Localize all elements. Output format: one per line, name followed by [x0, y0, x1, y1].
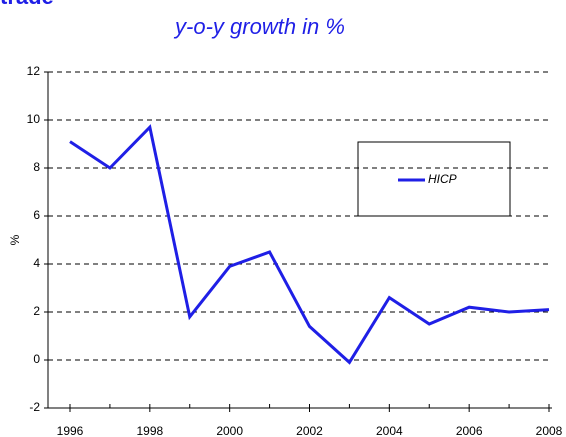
series-line	[69, 124, 550, 365]
x-tick-label: 1998	[136, 424, 163, 437]
y-tick-label: 12	[27, 64, 41, 78]
header-fragment: trade	[0, 0, 54, 9]
legend-box	[357, 141, 511, 217]
y-tick-label: 0	[33, 352, 40, 366]
y-axis-label: %	[8, 234, 22, 245]
legend-label: HICP	[428, 172, 457, 186]
x-tick-label: 2000	[216, 424, 243, 437]
y-tick-label: -2	[29, 400, 40, 414]
chart-title: y-o-y growth in %	[173, 14, 345, 39]
x-tick-label: 2006	[456, 424, 483, 437]
y-tick-label: 2	[33, 304, 40, 318]
x-tick-label: 2004	[376, 424, 403, 437]
y-tick-label: 4	[33, 256, 40, 270]
y-tick-label: 10	[27, 112, 41, 126]
y-tick-label: 8	[33, 160, 40, 174]
x-tick-label: 2008	[536, 424, 563, 437]
x-tick-label: 2002	[296, 424, 323, 437]
x-tick-label: 1996	[57, 424, 84, 437]
y-tick-label: 6	[33, 208, 40, 222]
